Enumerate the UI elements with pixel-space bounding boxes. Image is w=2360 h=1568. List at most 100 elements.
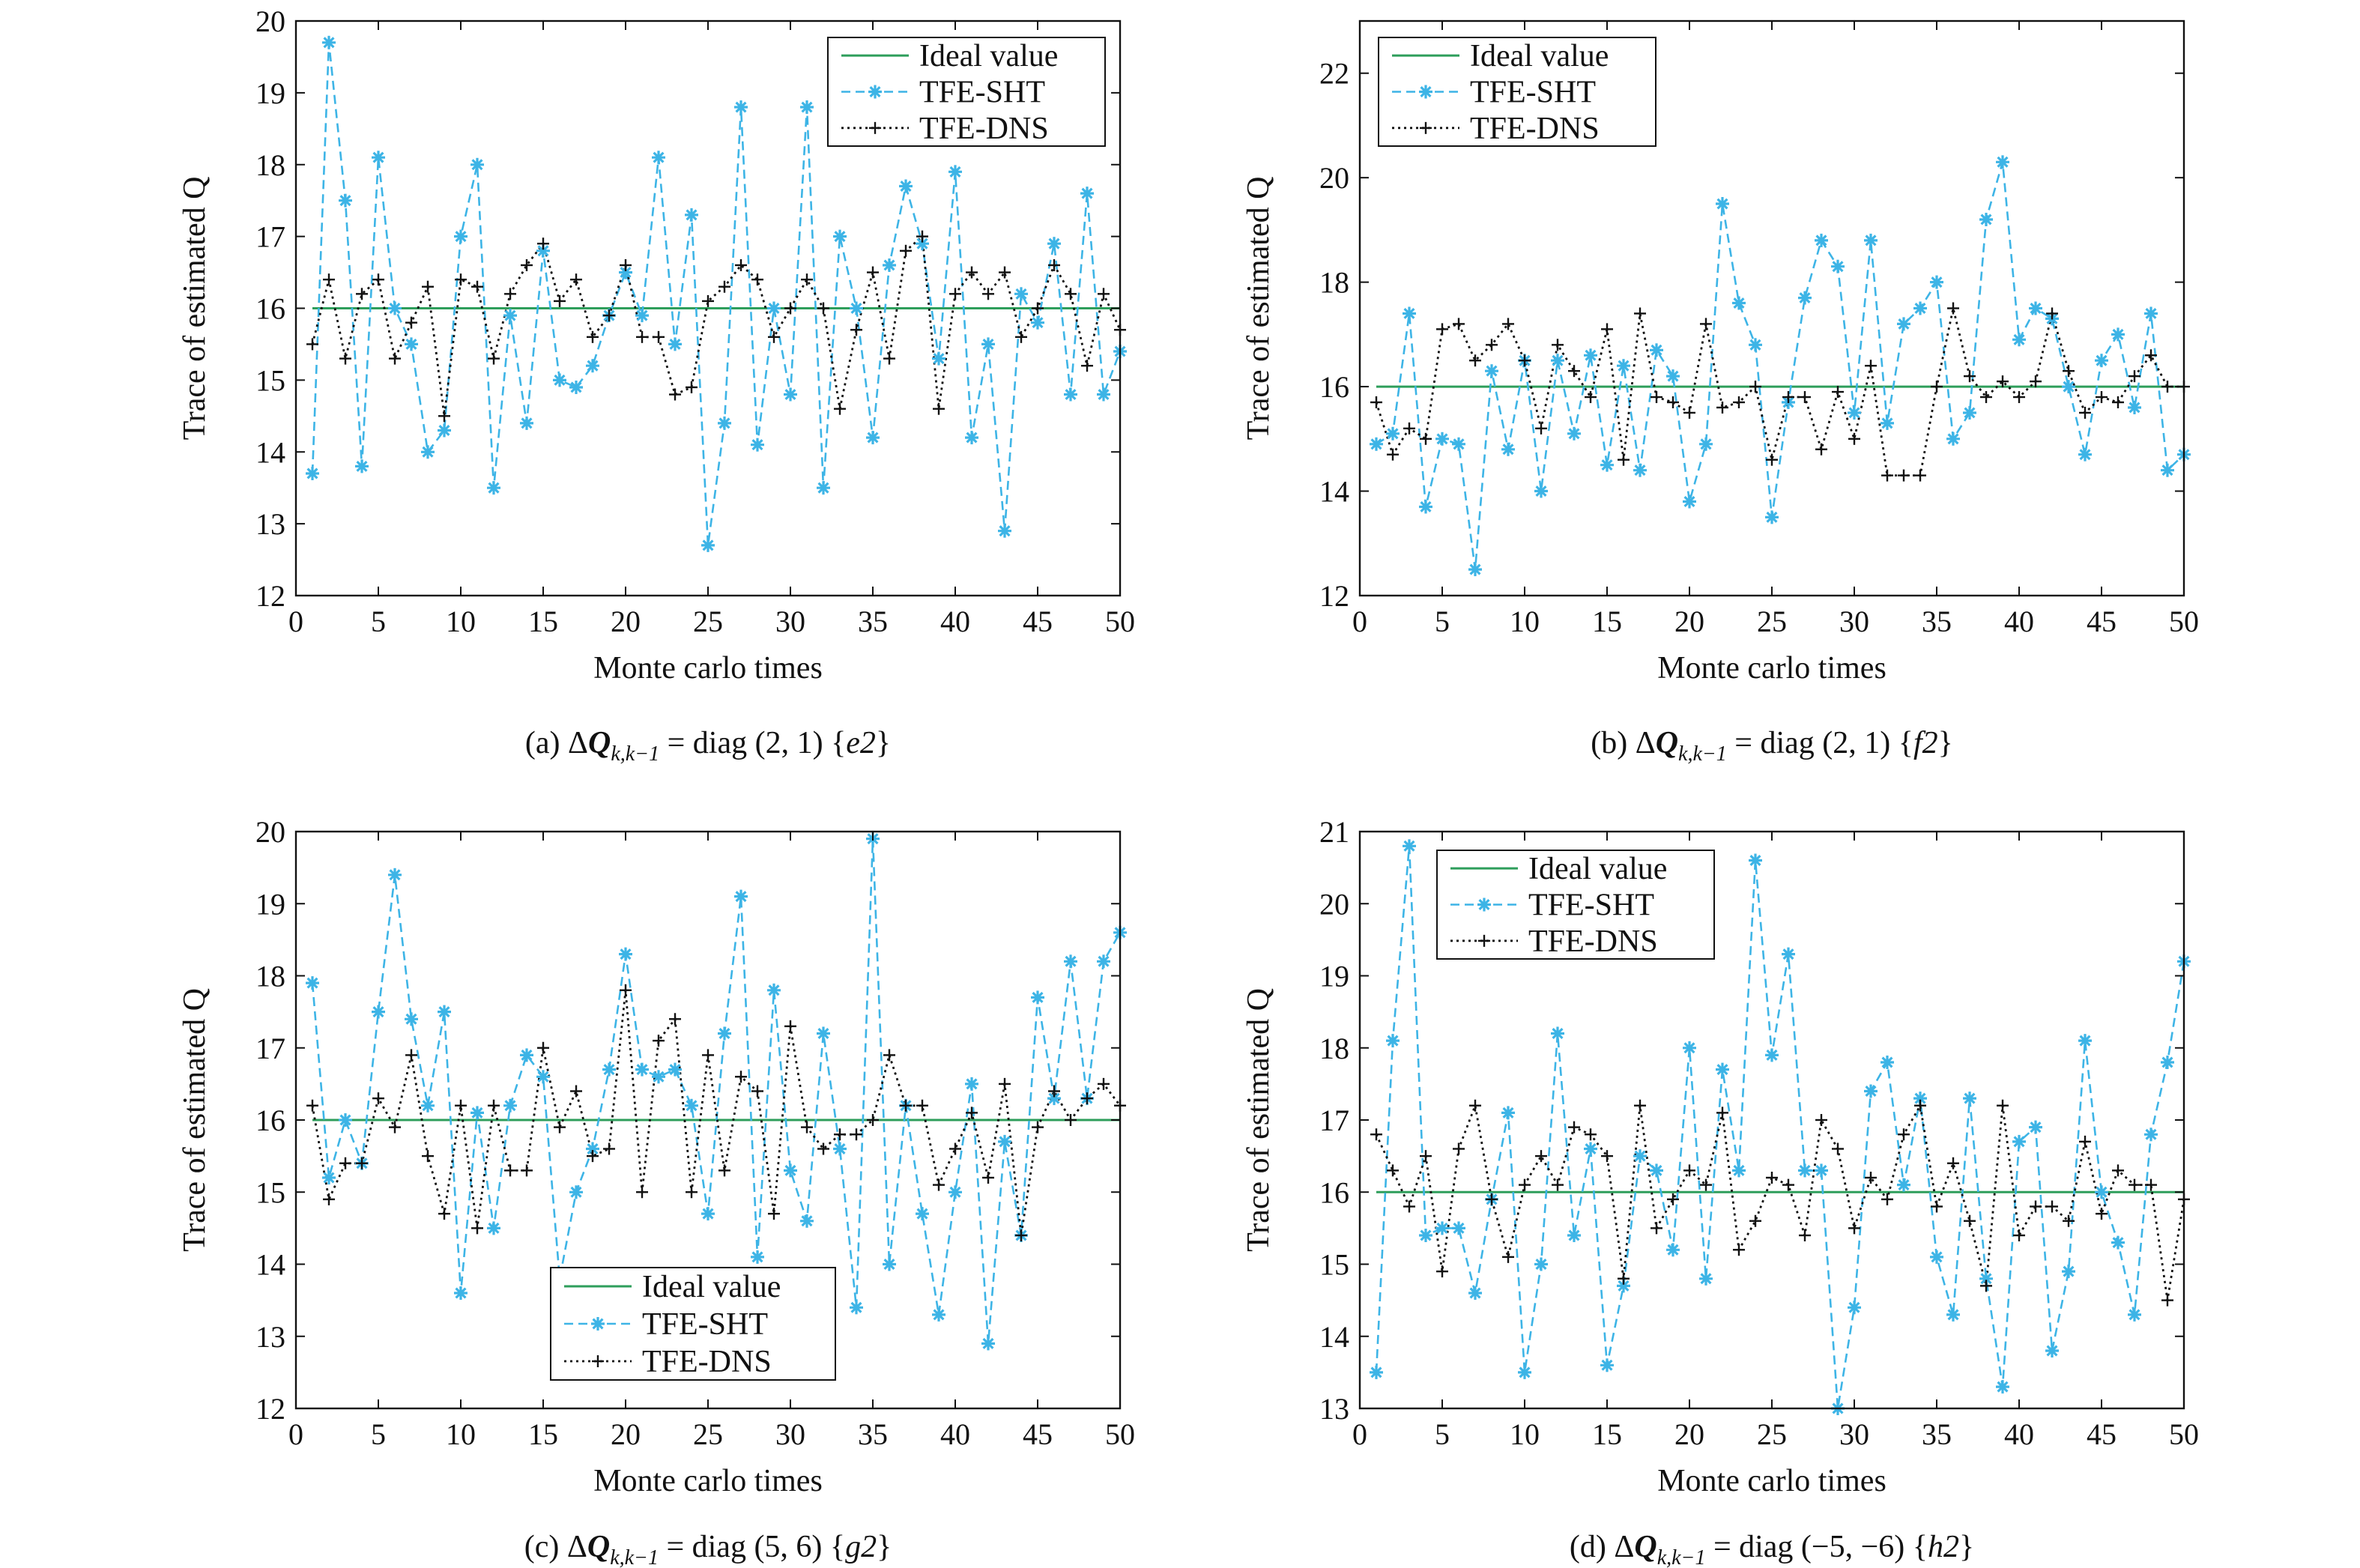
y-tick-label: 12 (1319, 579, 1349, 613)
y-tick-label: 17 (255, 220, 285, 254)
caption-suffix: } (876, 726, 891, 760)
caption-prefix: (b) Δ (1591, 726, 1655, 760)
data-point-star-stroke (1733, 1164, 1745, 1176)
data-point-star-stroke (1436, 433, 1448, 445)
data-point-star-stroke (1881, 417, 1893, 429)
caption-subscript: k,k−1 (610, 1546, 659, 1568)
data-point-star-stroke (504, 1100, 516, 1112)
chart-panel-d: 0 5 10 15 20 25 30 35 40 45 50 13 14 15 16 17 18 19 20 21 Mo… (1241, 815, 2199, 1568)
data-point-star-stroke (389, 869, 401, 881)
data-point-star-stroke (603, 1064, 615, 1076)
data-point-star-stroke (1032, 317, 1044, 329)
data-point-star-stroke (323, 37, 335, 49)
data-point-star-stroke (2079, 1035, 2091, 1047)
y-tick-label: 19 (255, 76, 285, 110)
data-point-star-stroke (1032, 991, 1044, 1003)
y-tick-label: 20 (1319, 161, 1349, 195)
data-point-star-stroke (933, 353, 945, 365)
data-point-star-stroke (1601, 1359, 1613, 1371)
x-tick-label: 25 (1757, 605, 1787, 638)
legend-label: TFE-DNS (919, 112, 1049, 146)
caption-middle: = diag (−5, −6) { (1705, 1530, 1928, 1564)
legend-label: Ideal value (1528, 852, 1667, 886)
data-point-star-stroke (1519, 1366, 1531, 1378)
data-point-star-stroke (521, 417, 533, 429)
caption-matrix: Q (1634, 1530, 1656, 1564)
data-point-star-stroke (1081, 187, 1093, 199)
data-point-star-stroke (1618, 360, 1630, 372)
legend-marker-star-stroke (1478, 898, 1490, 911)
data-point-star-stroke (1815, 1164, 1827, 1176)
data-point-star-stroke (554, 374, 566, 386)
legend-label: TFE-SHT (642, 1307, 768, 1342)
data-point-star-stroke (1716, 198, 1728, 210)
data-point-star-stroke (1453, 1222, 1465, 1234)
y-tick-label: 18 (1319, 1032, 1349, 1065)
data-point-star-stroke (1469, 1287, 1481, 1299)
data-point-star-stroke (1898, 1179, 1910, 1191)
data-point-star-stroke (2161, 464, 2173, 476)
y-tick-label: 18 (1319, 266, 1349, 300)
data-point-star-stroke (471, 159, 483, 171)
data-point-star-stroke (1964, 1092, 1976, 1104)
x-tick-label: 45 (2087, 1417, 2117, 1451)
data-point-star-stroke (1552, 1027, 1564, 1040)
data-point-star-stroke (2096, 1186, 2108, 1198)
y-tick-label: 13 (255, 1320, 285, 1354)
data-point-star-stroke (1552, 354, 1564, 366)
data-point-star-stroke (1931, 1251, 1943, 1263)
caption-prefix: (d) Δ (1570, 1530, 1634, 1564)
x-tick-label: 0 (288, 1417, 303, 1451)
data-point-star-stroke (570, 381, 582, 393)
x-tick-label: 0 (1352, 605, 1367, 638)
data-point-star-stroke (1997, 1381, 2009, 1393)
data-point-star-stroke (850, 302, 862, 315)
x-axis-label: Monte carlo times (1657, 651, 1887, 685)
data-point-star-stroke (306, 977, 318, 989)
data-point-star-stroke (834, 231, 846, 243)
caption-subscript: k,k−1 (1678, 742, 1727, 766)
data-point-star-stroke (1733, 297, 1745, 309)
data-point-star-stroke (982, 1337, 994, 1349)
panel-caption: (d) ΔQk,k−1 = diag (−5, −6) {h2} (1570, 1530, 1974, 1568)
data-point-star-stroke (900, 180, 912, 193)
legend-marker-star-stroke (869, 85, 881, 98)
data-point-star-stroke (405, 1013, 417, 1025)
series-markers-tfe-dns (306, 984, 1126, 1241)
x-tick-label: 40 (2004, 605, 2034, 638)
y-tick-label: 20 (1319, 887, 1349, 921)
data-point-star-stroke (570, 1186, 582, 1198)
data-point-star-stroke (1848, 407, 1860, 419)
data-point-star-stroke (504, 309, 516, 321)
x-tick-label: 10 (446, 605, 476, 638)
caption-middle: = diag (2, 1) { (1727, 726, 1913, 760)
panel-caption: (b) ΔQk,k−1 = diag (2, 1) {f2} (1591, 726, 1953, 766)
data-point-star-stroke (1651, 1164, 1662, 1176)
caption-prefix: (a) Δ (525, 726, 588, 760)
y-tick-label: 15 (1319, 1248, 1349, 1282)
y-axis-label: Trace of estimated Q (178, 988, 212, 1252)
data-point-star-stroke (2096, 354, 2108, 366)
data-point-star-stroke (686, 209, 698, 221)
data-point-star-stroke (2013, 1136, 2025, 1148)
y-tick-label: 22 (1319, 57, 1349, 91)
data-point-star-stroke (1568, 1229, 1580, 1241)
x-tick-label: 20 (611, 1417, 641, 1451)
y-tick-label: 14 (1319, 475, 1349, 509)
caption-middle: = diag (2, 1) { (659, 726, 846, 760)
x-tick-label: 20 (1674, 1417, 1704, 1451)
data-point-star-stroke (2145, 307, 2157, 319)
data-point-star-stroke (2030, 1121, 2042, 1133)
data-point-star-stroke (966, 1078, 978, 1090)
data-point-star-stroke (1667, 1244, 1679, 1256)
data-point-star-stroke (1387, 1035, 1399, 1047)
data-point-star-stroke (1436, 1222, 1448, 1234)
series-line-tfe-dns (1375, 308, 2184, 476)
data-point-star-stroke (883, 1258, 895, 1271)
data-point-star-stroke (718, 1027, 730, 1040)
data-point-star-stroke (1683, 1042, 1695, 1054)
data-point-star-stroke (1387, 428, 1399, 440)
data-point-star-stroke (966, 432, 978, 444)
data-point-star-stroke (587, 360, 599, 372)
data-point-star-stroke (1716, 1064, 1728, 1076)
